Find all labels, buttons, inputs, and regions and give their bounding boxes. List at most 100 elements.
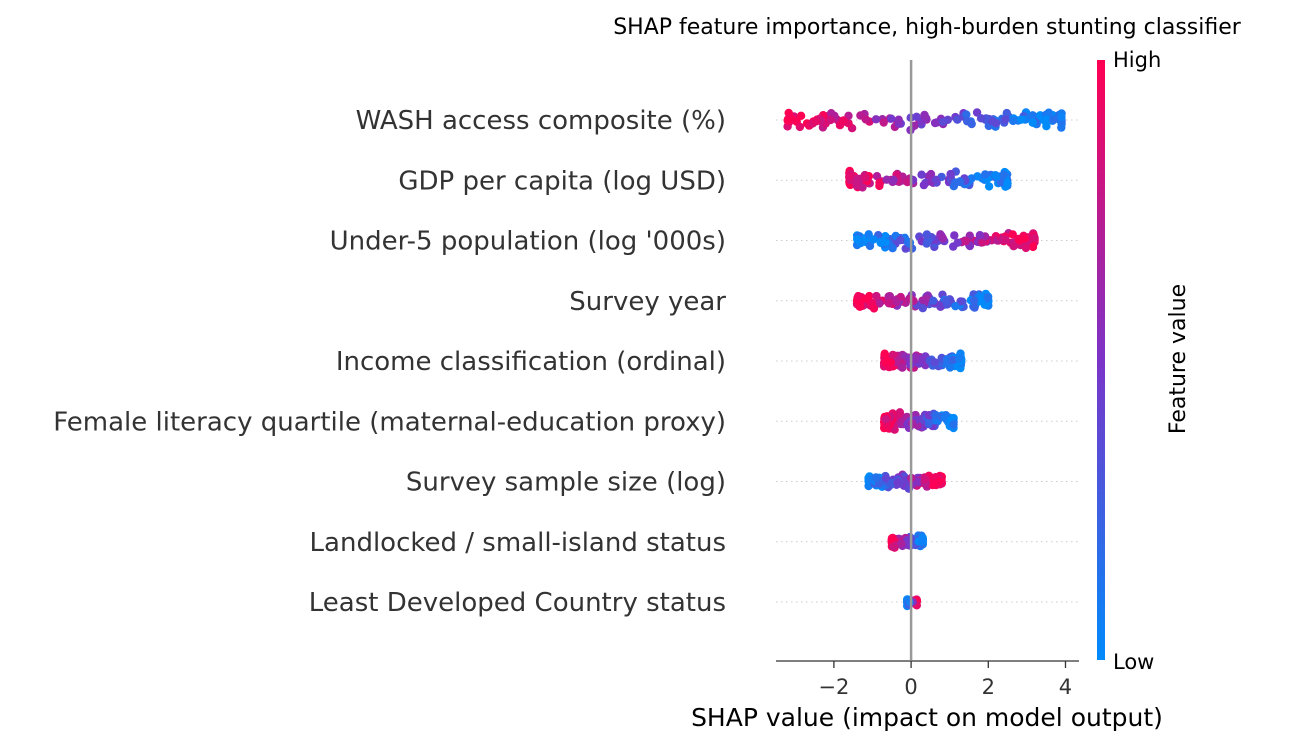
- shap-dot: [1030, 233, 1039, 243]
- x-axis: −2 0 2 4: [776, 660, 1079, 699]
- shap-dot: [827, 109, 836, 118]
- shap-dot: [931, 175, 941, 184]
- shap-dot: [1001, 115, 1010, 124]
- shap-dot: [938, 234, 948, 243]
- shap-dot: [921, 474, 930, 484]
- shap-dot: [967, 119, 976, 129]
- shap-dot: [1028, 242, 1038, 252]
- x-tick-label: 2: [982, 675, 995, 699]
- shap-dot: [1001, 235, 1010, 245]
- shap-dot: [969, 296, 979, 305]
- shap-dot: [950, 231, 959, 240]
- shap-dot: [991, 119, 1001, 128]
- shap-dot: [884, 299, 894, 308]
- shap-dot: [852, 181, 861, 190]
- shap-dot: [898, 363, 907, 372]
- shap-dot: [896, 236, 905, 245]
- shap-dot: [920, 110, 929, 120]
- x-tick-label: −2: [818, 675, 849, 699]
- shap-dot: [955, 354, 964, 363]
- shap-dot: [929, 296, 938, 305]
- shap-dot: [961, 236, 970, 246]
- x-tick-label: 0: [904, 675, 917, 699]
- shap-dot: [922, 230, 932, 239]
- shap-dot: [1057, 112, 1066, 122]
- shap-dot: [856, 302, 865, 311]
- colorbar-title: Feature value: [1166, 284, 1191, 434]
- shap-dot: [1049, 115, 1059, 124]
- shap-dot: [940, 413, 949, 422]
- shap-dot: [865, 241, 875, 251]
- feature-label: WASH access composite (%): [356, 106, 726, 136]
- shap-dot: [894, 115, 903, 124]
- shap-dot: [942, 355, 952, 364]
- shap-dot: [796, 111, 806, 121]
- shap-dot: [970, 303, 979, 312]
- shap-dot: [879, 118, 888, 127]
- shap-dot: [861, 115, 870, 124]
- shap-dot: [967, 174, 976, 183]
- shap-dot: [888, 244, 897, 253]
- shap-dot: [869, 304, 879, 313]
- colorbar-high-label: High: [1113, 48, 1161, 72]
- shap-dot: [975, 231, 985, 240]
- shap-dot: [812, 117, 821, 126]
- shap-dot: [992, 172, 1002, 181]
- shap-dot: [1021, 243, 1031, 253]
- shap-dot: [853, 234, 862, 244]
- shap-dot: [854, 291, 863, 301]
- shap-dot: [795, 122, 805, 132]
- shap-dot: [826, 115, 835, 125]
- shap-dot: [1010, 241, 1019, 250]
- shap-dot: [861, 173, 870, 182]
- feature-label: Landlocked / small-island status: [310, 528, 726, 558]
- shap-dot: [1017, 115, 1026, 124]
- x-axis-title: SHAP value (impact on model output): [691, 703, 1163, 732]
- shap-dot: [914, 477, 923, 487]
- colorbar-low-label: Low: [1113, 650, 1154, 674]
- feature-label: Survey year: [569, 287, 726, 317]
- shap-dot: [946, 169, 955, 179]
- shap-dot: [875, 178, 884, 187]
- shap-dot: [951, 302, 960, 311]
- shap-dot: [881, 415, 890, 424]
- feature-label: Female literacy quartile (maternal-educa…: [53, 407, 726, 437]
- shap-dot: [918, 537, 927, 546]
- shap-dot: [872, 291, 881, 301]
- shap-dot: [918, 304, 927, 313]
- shap-dot: [865, 291, 874, 301]
- shap-dot: [917, 170, 926, 179]
- shap-dot: [888, 350, 898, 360]
- shap-dot: [897, 539, 906, 548]
- shap-dot: [956, 177, 965, 187]
- shap-dot: [930, 358, 940, 367]
- dots-layer: [783, 108, 1066, 611]
- shap-dot: [881, 474, 891, 483]
- shap-dot: [962, 110, 971, 119]
- colorbar: High Low Feature value: [1097, 48, 1191, 674]
- shap-dot: [783, 116, 792, 125]
- shap-dot: [930, 118, 940, 128]
- shap-dot: [903, 177, 912, 187]
- shap-dot: [881, 238, 890, 247]
- shap-dot: [945, 363, 955, 372]
- feature-label: GDP per capita (log USD): [398, 166, 726, 196]
- shap-dot: [886, 358, 896, 367]
- shap-dot: [869, 235, 878, 244]
- shap-dot: [1020, 234, 1029, 243]
- shap-dot: [887, 114, 896, 123]
- shap-dot: [953, 238, 962, 247]
- shap-dot: [928, 480, 937, 490]
- shap-dot: [923, 236, 933, 246]
- feature-rows: WASH access composite (%) GDP per capita …: [53, 106, 1079, 618]
- feature-label: Least Developed Country status: [309, 588, 726, 618]
- shap-dot: [919, 180, 929, 190]
- shap-dot: [942, 297, 951, 306]
- shap-dot: [905, 598, 914, 607]
- shap-dot: [983, 293, 992, 302]
- shap-dot: [1042, 122, 1051, 131]
- colorbar-gradient: [1097, 60, 1105, 660]
- shap-dot: [871, 115, 881, 124]
- feature-label: Income classification (ordinal): [336, 347, 726, 377]
